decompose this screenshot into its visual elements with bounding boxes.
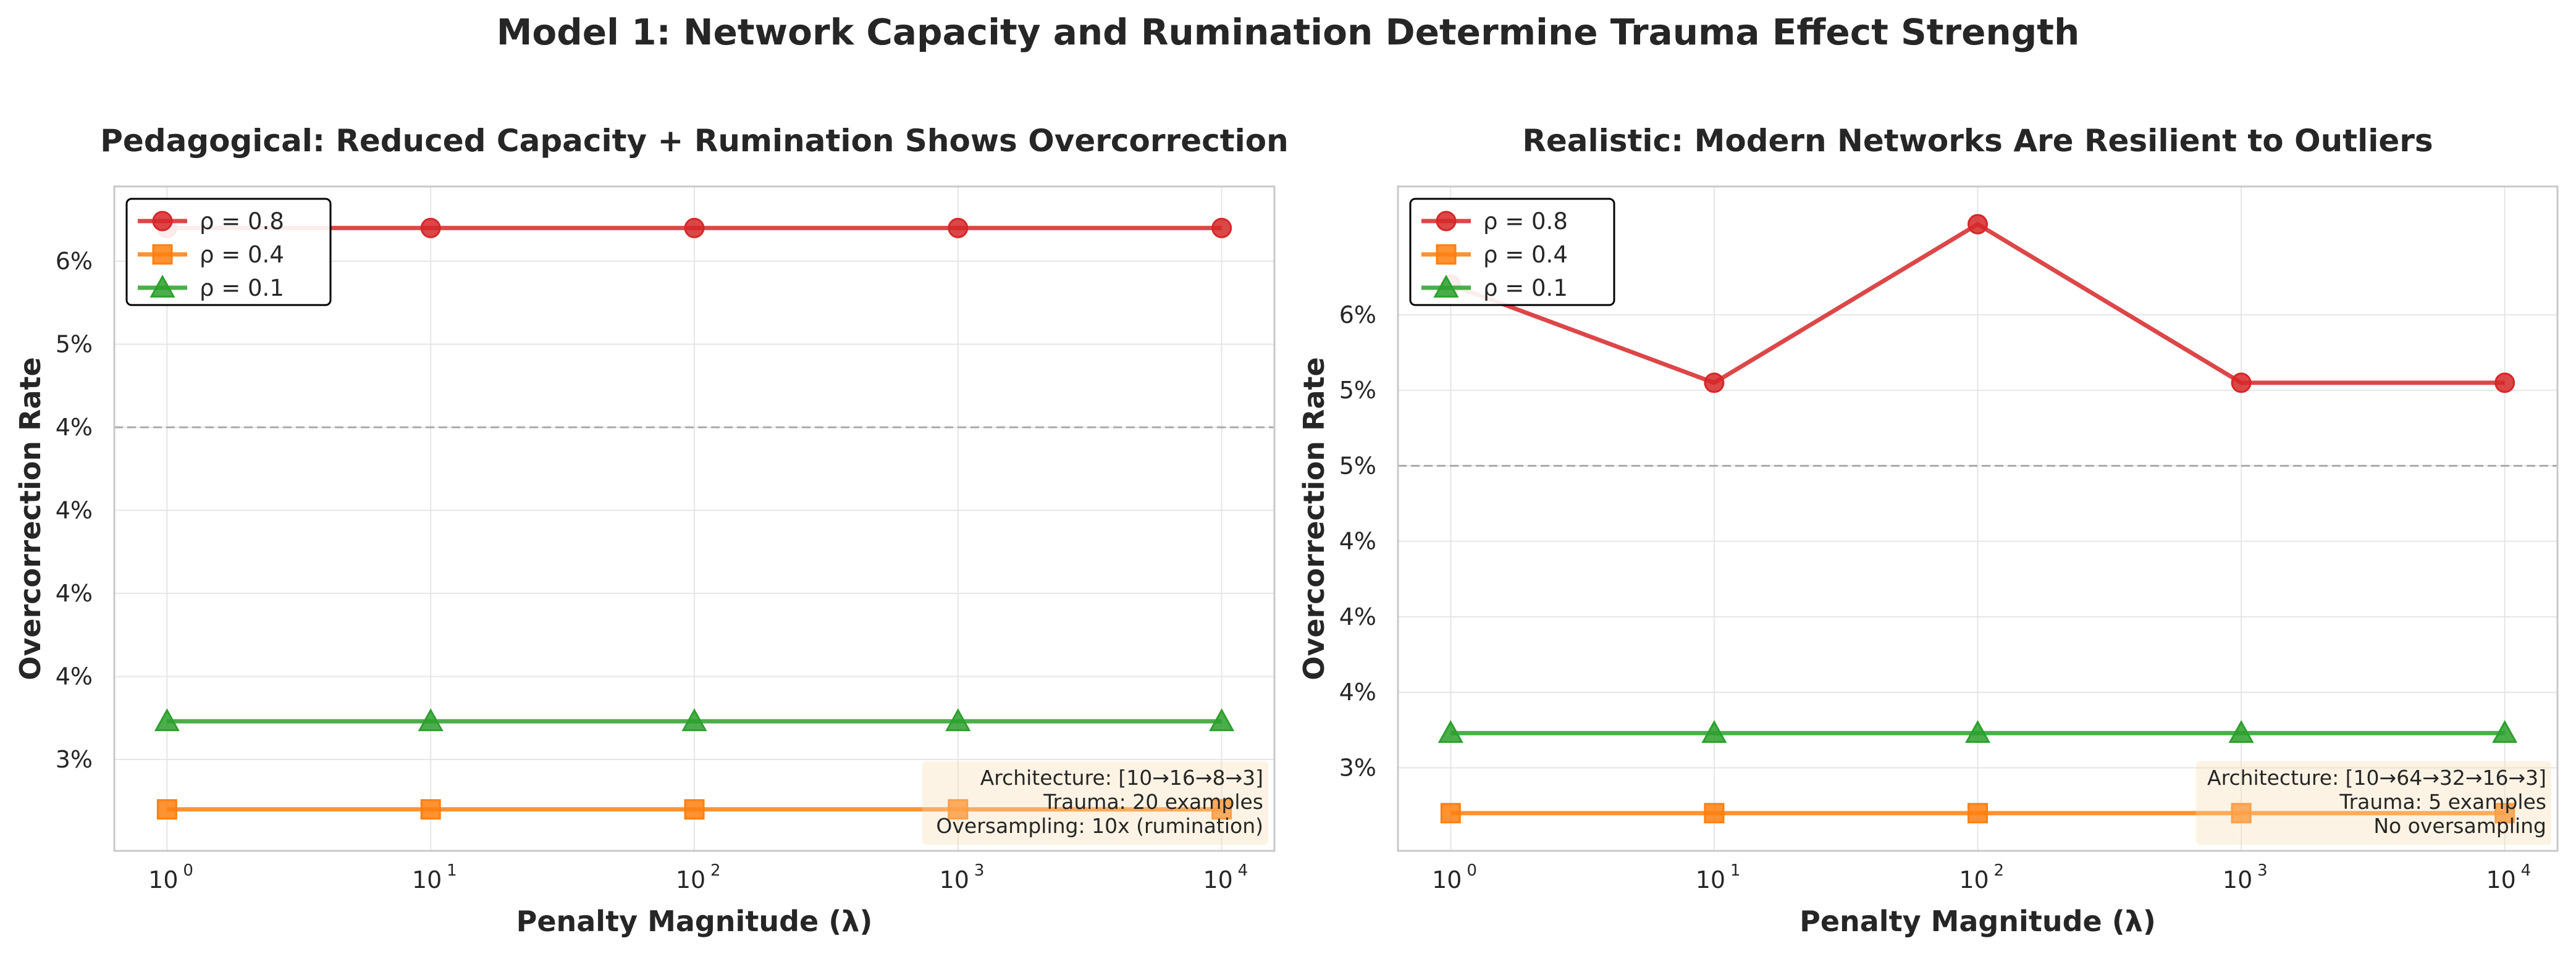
legend-marker-2 — [1436, 244, 1457, 265]
y-tick-label-4: 4% — [1339, 528, 1376, 555]
y-tick-label-3: 4% — [1339, 603, 1376, 630]
annotation-line-3: No oversampling — [2373, 814, 2546, 838]
data-point-s2-3 — [1968, 803, 1988, 824]
y-tick-label-3: 4% — [56, 580, 93, 607]
x-tick-label-5: 10 — [1203, 866, 1232, 893]
data-point-s2-2 — [420, 799, 441, 820]
data-point-s3-5 — [2492, 720, 2518, 743]
data-point-s2-4 — [2231, 803, 2252, 824]
data-point-s1-2 — [1704, 372, 1725, 393]
y-tick-label-7: 6% — [56, 248, 93, 275]
y-tick-label-1: 3% — [1339, 755, 1376, 782]
y-tick-label-4: 4% — [56, 497, 93, 524]
data-point-s3-4 — [945, 708, 971, 732]
data-point-s2-1 — [156, 799, 177, 820]
chart-panel-1: Architecture: [10→16→8→3]Trauma: 20 exam… — [14, 123, 1289, 938]
x-tick-exponent-4: 3 — [2257, 861, 2268, 880]
y-tick-label-6: 5% — [56, 331, 93, 358]
data-point-s1-3 — [1968, 214, 1988, 235]
x-tick-label-3: 10 — [1959, 866, 1989, 893]
x-tick-exponent-4: 3 — [974, 861, 985, 880]
annotation-line-2: Trauma: 5 examples — [2339, 790, 2546, 814]
x-tick-label-2: 10 — [1696, 866, 1725, 893]
data-point-s2-5 — [2494, 803, 2515, 824]
legend-label-2: ρ = 0.4 — [200, 241, 284, 268]
legend: ρ = 0.8 ρ = 0.4 ρ = 0.1 — [1409, 198, 1615, 306]
legend-label-1: ρ = 0.8 — [200, 208, 284, 235]
x-tick-label-5: 10 — [2486, 866, 2516, 893]
data-point-s1-5 — [2494, 372, 2515, 393]
y-tick-label-7: 6% — [1339, 301, 1376, 328]
legend-label-1: ρ = 0.8 — [1483, 208, 1568, 235]
y-axis-label: Overcorrection Rate — [1297, 357, 1331, 680]
annotation-line-1: Architecture: [10→64→32→16→3] — [2207, 766, 2546, 790]
legend-marker-2 — [152, 244, 173, 265]
data-point-s2-3 — [684, 799, 705, 820]
data-point-s2-1 — [1440, 803, 1461, 824]
axes-frame — [113, 185, 1276, 852]
data-point-s3-2 — [1701, 720, 1727, 743]
data-point-s1-2 — [420, 217, 441, 238]
y-tick-label-2: 4% — [1339, 679, 1376, 706]
panel-title: Pedagogical: Reduced Capacity + Ruminati… — [100, 123, 1288, 159]
x-tick-label-2: 10 — [412, 866, 442, 893]
annotation-line-2: Trauma: 20 examples — [1043, 790, 1263, 814]
legend-label-3: ρ = 0.1 — [1483, 275, 1568, 301]
legend-marker-3 — [149, 274, 175, 298]
data-point-s3-1 — [1437, 720, 1463, 743]
legend-label-3: ρ = 0.1 — [200, 275, 284, 301]
data-point-s1-5 — [1211, 217, 1232, 238]
legend-marker-1 — [152, 211, 173, 232]
chart-panel-2: Architecture: [10→64→32→16→3]Trauma: 5 e… — [1297, 123, 2559, 938]
x-axis-label: Penalty Magnitude (λ) — [516, 905, 873, 938]
x-tick-exponent-3: 2 — [1994, 861, 2005, 880]
annotation-line-3: Oversampling: 10x (rumination) — [936, 814, 1263, 838]
x-tick-label-3: 10 — [676, 866, 705, 893]
data-point-s1-3 — [684, 217, 705, 238]
data-point-s3-1 — [154, 708, 180, 732]
x-axis-label: Penalty Magnitude (λ) — [1799, 905, 2156, 938]
x-tick-exponent-5: 4 — [1238, 861, 1248, 880]
annotation-box — [2196, 761, 2551, 845]
data-point-s3-2 — [418, 708, 444, 732]
x-tick-exponent-5: 4 — [2521, 861, 2532, 880]
y-tick-label-2: 4% — [56, 663, 93, 690]
x-tick-label-1: 10 — [1432, 866, 1462, 893]
x-tick-exponent-3: 2 — [710, 861, 721, 880]
y-axis-label: Overcorrection Rate — [14, 357, 47, 680]
legend-frame — [125, 198, 332, 306]
data-point-s3-3 — [1964, 720, 1991, 743]
annotation-box — [922, 761, 1268, 845]
data-point-s2-2 — [1704, 803, 1725, 824]
figure-title: Model 1: Network Capacity and Rumination… — [497, 11, 2080, 53]
y-tick-label-5: 4% — [56, 414, 93, 441]
panel-title: Realistic: Modern Networks Are Resilient… — [1522, 123, 2433, 159]
legend: ρ = 0.8 ρ = 0.4 ρ = 0.1 — [125, 198, 332, 306]
y-tick-label-1: 3% — [56, 746, 93, 773]
data-point-s1-4 — [948, 217, 969, 238]
data-point-s3-3 — [681, 708, 707, 732]
x-tick-label-4: 10 — [940, 866, 969, 893]
x-tick-exponent-1: 0 — [1467, 861, 1477, 880]
data-point-s2-5 — [1211, 799, 1232, 820]
x-tick-exponent-2: 1 — [447, 861, 457, 880]
x-tick-label-4: 10 — [2223, 866, 2252, 893]
annotation-line-1: Architecture: [10→16→8→3] — [980, 766, 1263, 790]
x-tick-label-1: 10 — [148, 866, 178, 893]
legend-marker-3 — [1433, 274, 1459, 298]
axes-frame — [1397, 185, 2559, 852]
x-tick-exponent-2: 1 — [1730, 861, 1741, 880]
legend-frame — [1409, 198, 1615, 306]
y-tick-label-6: 5% — [1339, 377, 1376, 404]
data-point-s3-4 — [2228, 720, 2254, 743]
x-tick-exponent-1: 0 — [183, 861, 193, 880]
legend-marker-1 — [1436, 211, 1457, 232]
data-point-s2-4 — [948, 799, 969, 820]
data-point-s3-5 — [1209, 708, 1235, 732]
legend-label-2: ρ = 0.4 — [1483, 241, 1568, 268]
y-tick-label-5: 5% — [1339, 452, 1376, 479]
data-point-s1-4 — [2231, 372, 2252, 393]
